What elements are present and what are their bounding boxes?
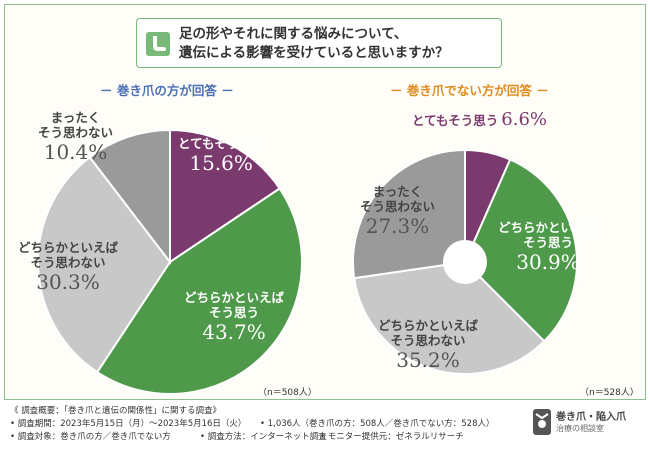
foot-logo-icon bbox=[533, 409, 551, 435]
left-slice-somewhat bbox=[95, 187, 303, 395]
right-slice-somewhat bbox=[463, 158, 578, 343]
left-sample-size: （n＝508人） bbox=[258, 388, 317, 398]
left-slice-somewhat-not bbox=[37, 155, 172, 374]
right-donut-chart bbox=[352, 148, 578, 375]
question-title-line1: 足の形やそれに関する悩みについて、 bbox=[179, 26, 408, 42]
right-value-somewhat: 30.9% bbox=[516, 250, 580, 274]
question-title-line2: 遺伝による影響を受けていると思いますか？ bbox=[179, 45, 449, 61]
survey-method: • 調査方法：インターネット調査 bbox=[200, 432, 327, 442]
survey-provider: • モニター提供元：ゼネラルリサーチ bbox=[320, 432, 464, 442]
left-value-somewhat-not: 30.3% bbox=[36, 270, 100, 294]
question-title-box: 足の形やそれに関する悩みについて、 遺伝による影響を受けていると思いますか？ bbox=[136, 18, 502, 68]
right-chart-heading: － 巻き爪でない方が回答 － bbox=[390, 83, 549, 98]
left-value-somewhat: 43.7% bbox=[202, 320, 266, 344]
survey-count: • 1,036人（巻き爪の方：508人／巻き爪でない方：528人） bbox=[260, 419, 495, 429]
left-donut-chart bbox=[37, 128, 303, 395]
right-slice-not-at-all bbox=[352, 148, 466, 280]
left-value-not-at-all: 10.4% bbox=[43, 140, 108, 164]
clinic-logo: 巻き爪・陥入爪 治療の相談室 bbox=[532, 406, 642, 446]
left-label-not-at-all: まったく そう思わない 10.4% bbox=[38, 110, 114, 164]
survey-overview-heading: 《 調査概要：「巻き爪と遺伝の関係性」に関する調査》 bbox=[10, 406, 221, 416]
right-label-very: とてもそう思う 6.6% bbox=[412, 109, 547, 130]
left-chart-heading: － 巻き爪の方が回答 － bbox=[100, 83, 234, 98]
right-label-not-at-all: まったく そう思わない 27.3% bbox=[360, 184, 436, 238]
right-value-very: 6.6% bbox=[501, 109, 547, 130]
left-value-very: 15.6% bbox=[189, 151, 253, 175]
logo-name: 巻き爪・陥入爪 bbox=[556, 412, 626, 423]
survey-overview: 《 調査概要：「巻き爪と遺伝の関係性」に関する調査》 • 調査期間：2023年5… bbox=[10, 405, 495, 444]
right-label-somewhat-not: どちらかといえば そう思わない 35.2% bbox=[378, 318, 479, 372]
right-donut-hole bbox=[443, 240, 487, 284]
right-sample-size: （n＝528人） bbox=[580, 388, 639, 398]
right-slice-somewhat-not bbox=[353, 260, 546, 375]
left-slice-not-at-all bbox=[88, 128, 171, 265]
right-value-somewhat-not: 35.2% bbox=[396, 348, 460, 372]
right-value-not-at-all: 27.3% bbox=[365, 214, 430, 238]
logo-subtitle: 治療の相談室 bbox=[556, 424, 604, 433]
foot-icon bbox=[146, 32, 170, 56]
left-slice-very bbox=[169, 128, 282, 264]
left-label-very: とてもそう思う 15.6% bbox=[178, 136, 265, 175]
survey-target: • 調査対象：巻き爪の方／巻き爪でない方 bbox=[10, 432, 171, 442]
question-title: 足の形やそれに関する悩みについて、 遺伝による影響を受けていると思いますか？ bbox=[179, 25, 497, 63]
left-label-somewhat: どちらかといえば そう思う 43.7% bbox=[184, 290, 285, 344]
left-label-somewhat-not: どちらかといえば そう思わない 30.3% bbox=[18, 240, 119, 294]
survey-period: • 調査期間：2023年5月15日（月）〜2023年5月16日（火） bbox=[10, 419, 247, 429]
right-label-somewhat: どちらかといえば そう思う 30.9% bbox=[498, 220, 599, 274]
